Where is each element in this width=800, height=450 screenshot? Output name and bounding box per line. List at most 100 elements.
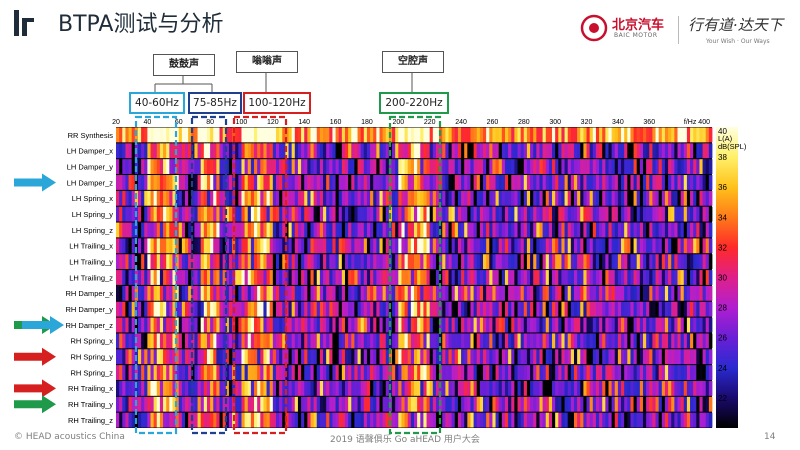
x-tick-label: 180 <box>361 119 373 126</box>
arrow-marker-icon <box>22 316 64 335</box>
heatmap-row <box>116 412 713 428</box>
row-label: LH Trailing_z <box>69 273 113 282</box>
colorbar-tick-label: 38 <box>718 153 727 162</box>
x-tick-label: 80 <box>206 119 214 126</box>
colorbar-tick-label: 24 <box>718 364 727 373</box>
heatmap-row <box>116 396 713 412</box>
heatmap-row <box>116 222 713 238</box>
brand-subtitle: BAIC MOTOR <box>614 32 658 39</box>
colorbar-tick-label: 36 <box>718 183 727 192</box>
baic-logo-icon <box>580 14 608 42</box>
brand-divider <box>678 16 679 44</box>
row-label: RR Synthesis <box>68 131 114 140</box>
heatmap-row <box>116 333 713 349</box>
row-label: RH Spring_y <box>70 353 113 362</box>
row-label: LH Spring_x <box>72 194 114 203</box>
row-label: RH Spring_z <box>70 368 113 377</box>
brand-slogan-english: Your Wish · Our Ways <box>706 38 770 45</box>
x-tick-label: 280 <box>518 119 530 126</box>
heatmap-row <box>116 380 713 396</box>
colorbar-tick-label: 26 <box>718 334 727 343</box>
x-tick-label: f/Hz 400 <box>684 119 710 126</box>
band-outline <box>134 115 178 435</box>
x-tick-label: 120 <box>267 119 279 126</box>
brand-slogan: 行有道·达天下 <box>688 16 783 34</box>
band-label-100-120hz: 100-120Hz <box>243 92 311 114</box>
arrow-marker-icon <box>14 173 56 192</box>
row-label: RH Spring_x <box>70 337 113 346</box>
x-tick-label: 220 <box>424 119 436 126</box>
heatmap-row <box>116 190 713 206</box>
row-label: RH Damper_z <box>65 321 113 330</box>
colorbar-tick-label: 20 <box>718 420 727 429</box>
x-tick-label: 240 <box>455 119 467 126</box>
row-label: RH Trailing_z <box>68 416 113 425</box>
category-label-cavity: 空腔声 <box>382 51 444 73</box>
heatmap-row <box>116 143 713 159</box>
category-label-boom: 鼓鼓声 <box>153 54 215 76</box>
footer-event: 2019 语聲俱乐 Go aHEAD 用户大会 <box>330 435 480 445</box>
heatmap-row <box>116 349 713 365</box>
colorbar-tick-label: 32 <box>718 243 727 252</box>
heatmap-row <box>116 175 713 190</box>
row-label: RH Trailing_x <box>68 384 113 393</box>
arrow-marker-icon <box>14 395 56 414</box>
band-label-75-85hz: 75-85Hz <box>188 92 242 114</box>
x-tick-label: 320 <box>581 119 593 126</box>
page-number: 14 <box>764 432 776 442</box>
category-connectors <box>154 73 413 92</box>
colorbar-tick-label: 34 <box>718 213 727 222</box>
row-label: RH Trailing_y <box>68 400 113 409</box>
x-tick-label: 360 <box>643 119 655 126</box>
btpa-heatmap-chart: RR Synthesis LH Damper_x LH Damper_y LH Dam… <box>14 115 747 435</box>
x-tick-label: 160 <box>330 119 342 126</box>
head-acoustics-logo-icon <box>14 10 34 36</box>
heatmap-row <box>116 285 713 301</box>
heatmap-row <box>116 301 713 317</box>
colorbar-tick-label: 30 <box>718 274 727 283</box>
colorbar-tick-label: 28 <box>718 304 727 313</box>
row-label: LH Spring_z <box>72 226 114 235</box>
heatmap-row <box>116 270 713 285</box>
heatmap-row <box>116 238 713 254</box>
row-label: LH Damper_y <box>67 162 114 171</box>
band-outline <box>232 115 288 435</box>
arrow-marker-icon <box>14 379 56 398</box>
x-tick-label: 40 <box>143 119 151 126</box>
row-label: LH Trailing_y <box>69 258 113 267</box>
row-label: LH Trailing_x <box>69 242 113 251</box>
colorbar-tick-label: 22 <box>718 394 727 403</box>
colorbar-tick-label: 40 <box>718 127 727 136</box>
band-label-40-60hz: 40-60Hz <box>129 92 185 114</box>
colorbar-unit: dB(SPL) <box>718 142 747 151</box>
row-label: LH Spring_y <box>72 210 114 219</box>
colorbar <box>716 127 738 428</box>
x-tick-label: 100 <box>236 119 248 126</box>
band-outline <box>388 115 442 435</box>
brand-name: 北京汽车 <box>612 18 665 33</box>
heatmap-row <box>116 317 713 333</box>
x-tick-label: 260 <box>487 119 499 126</box>
arrow-marker-icon <box>14 347 56 366</box>
heatmap-row <box>116 254 713 270</box>
row-label: LH Damper_x <box>67 147 114 156</box>
x-tick-label: 200 <box>392 119 404 126</box>
row-label: RH Damper_y <box>65 305 113 314</box>
heatmap-row <box>116 159 713 175</box>
x-tick-label: 300 <box>549 119 561 126</box>
x-tick-label: 140 <box>298 119 310 126</box>
category-label-drone: 嗡嗡声 <box>236 51 298 73</box>
row-label: RH Damper_x <box>65 289 113 298</box>
x-tick-label: 340 <box>612 119 624 126</box>
band-outline <box>190 115 228 435</box>
footer-copyright: © HEAD acoustics China <box>14 432 125 442</box>
row-label: LH Damper_z <box>67 178 114 187</box>
heatmap-row <box>116 365 713 380</box>
heatmap-row <box>116 206 713 222</box>
x-tick-label: 60 <box>175 119 183 126</box>
band-label-200-220hz: 200-220Hz <box>379 92 449 114</box>
x-tick-label: 20 <box>112 119 120 126</box>
heatmap-row <box>116 127 713 143</box>
colorbar-title: L(A) <box>718 134 733 143</box>
page-title: BTPA测试与分析 <box>58 12 224 37</box>
